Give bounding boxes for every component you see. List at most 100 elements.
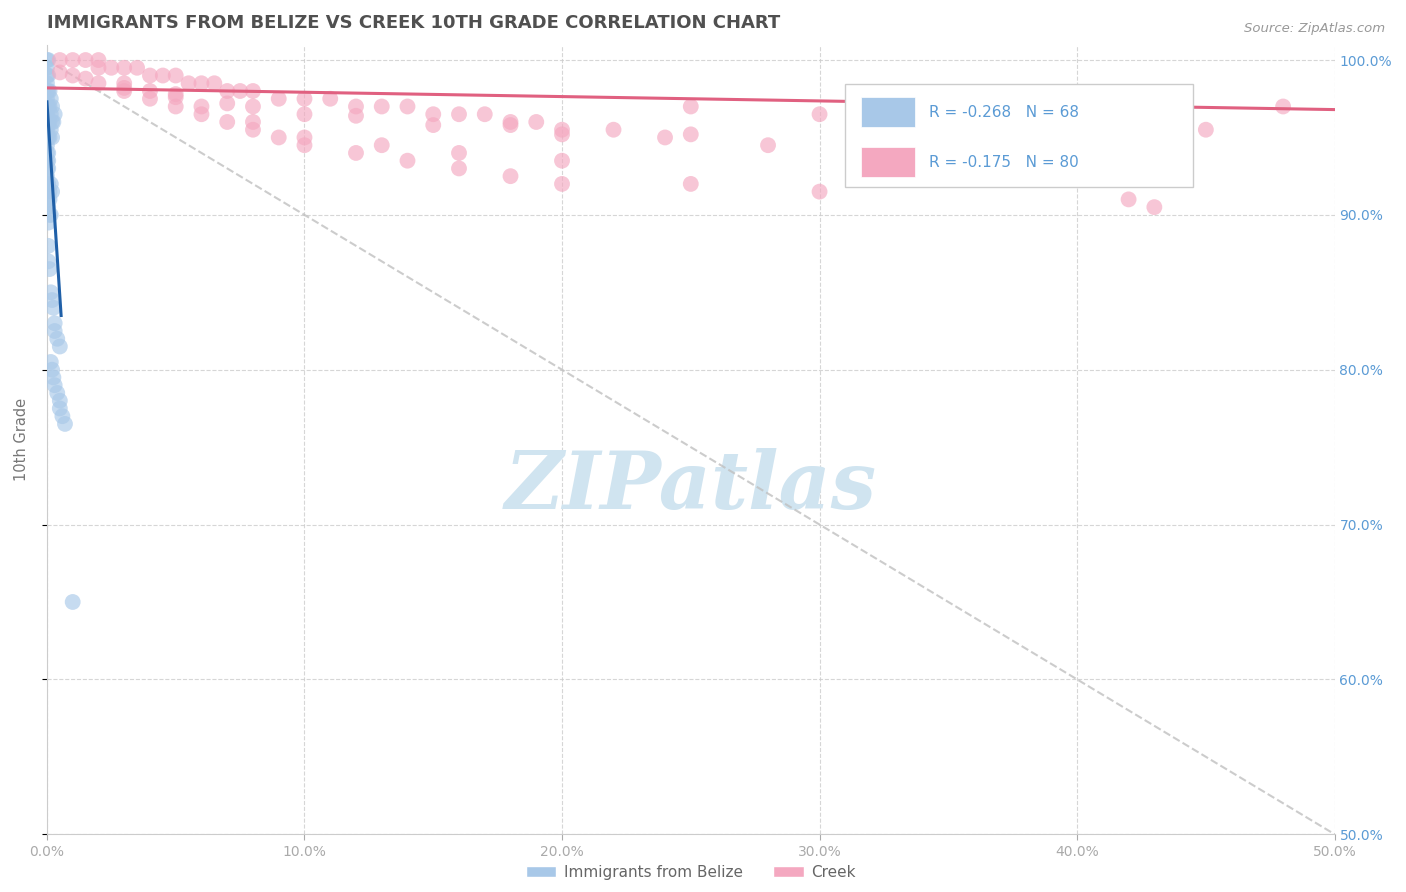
Point	[112, 84, 135, 98]
Point	[38, 193, 60, 207]
Point	[35, 115, 58, 129]
Point	[39, 92, 62, 106]
Point	[35, 153, 58, 168]
Point	[1195, 122, 1218, 136]
Point	[35, 92, 58, 106]
Point	[190, 76, 212, 90]
Point	[165, 69, 187, 83]
Point	[217, 96, 239, 111]
Point	[35, 84, 58, 98]
Point	[242, 84, 264, 98]
Point	[37, 153, 59, 168]
Point	[39, 355, 62, 369]
Point	[242, 99, 264, 113]
Text: R = -0.175   N = 80: R = -0.175 N = 80	[929, 154, 1078, 169]
Point	[35, 76, 58, 90]
Point	[499, 169, 522, 183]
Point	[37, 161, 59, 176]
Point	[217, 84, 239, 98]
Point	[294, 92, 316, 106]
Point	[41, 293, 63, 307]
Point	[41, 362, 63, 376]
Point	[679, 128, 702, 142]
Point	[37, 130, 59, 145]
Y-axis label: 10th Grade: 10th Grade	[14, 398, 30, 481]
Point	[447, 107, 470, 121]
Point	[294, 107, 316, 121]
Point	[42, 115, 65, 129]
FancyBboxPatch shape	[845, 84, 1192, 186]
Point	[37, 254, 59, 268]
Point	[756, 138, 779, 153]
Point	[112, 76, 135, 90]
Point	[551, 122, 574, 136]
Point	[344, 99, 367, 113]
Point	[396, 99, 419, 113]
Point	[112, 61, 135, 75]
Point	[551, 128, 574, 142]
Point	[35, 107, 58, 121]
Point	[190, 107, 212, 121]
Point	[344, 145, 367, 160]
Point	[42, 370, 65, 384]
Point	[139, 69, 162, 83]
Point	[87, 76, 110, 90]
Point	[49, 53, 72, 67]
Point	[100, 61, 122, 75]
Point	[44, 378, 66, 392]
Point	[371, 99, 394, 113]
Point	[602, 122, 624, 136]
Point	[190, 99, 212, 113]
Point	[37, 84, 59, 98]
Point	[38, 84, 60, 98]
Point	[177, 76, 200, 90]
Point	[267, 92, 290, 106]
Point	[41, 115, 63, 129]
Point	[37, 177, 59, 191]
Point	[679, 99, 702, 113]
Text: ZIPatlas: ZIPatlas	[505, 448, 877, 525]
Point	[229, 84, 252, 98]
Point	[75, 71, 97, 86]
Point	[294, 138, 316, 153]
Point	[165, 87, 187, 101]
Point	[551, 153, 574, 168]
Point	[37, 216, 59, 230]
Point	[35, 61, 58, 75]
Point	[37, 115, 59, 129]
Point	[37, 239, 59, 253]
Point	[37, 193, 59, 207]
Point	[35, 161, 58, 176]
Point	[53, 417, 76, 431]
Point	[35, 145, 58, 160]
Point	[37, 69, 59, 83]
Point	[35, 169, 58, 183]
Point	[37, 145, 59, 160]
Point	[551, 177, 574, 191]
Point	[44, 316, 66, 330]
Point	[35, 53, 58, 67]
Legend: Immigrants from Belize, Creek: Immigrants from Belize, Creek	[519, 859, 862, 886]
Point	[679, 177, 702, 191]
Point	[49, 339, 72, 353]
Point	[46, 332, 69, 346]
Point	[38, 130, 60, 145]
Point	[294, 130, 316, 145]
Point	[41, 130, 63, 145]
Point	[112, 81, 135, 95]
Point	[202, 76, 225, 90]
Point	[35, 69, 58, 83]
Point	[808, 107, 831, 121]
Point	[75, 53, 97, 67]
Point	[35, 99, 58, 113]
Point	[42, 301, 65, 315]
Point	[35, 138, 58, 153]
Point	[44, 324, 66, 338]
Point	[44, 107, 66, 121]
Point	[46, 386, 69, 401]
Point	[38, 185, 60, 199]
Point	[139, 84, 162, 98]
Point	[37, 200, 59, 214]
Point	[62, 595, 84, 609]
Point	[447, 161, 470, 176]
